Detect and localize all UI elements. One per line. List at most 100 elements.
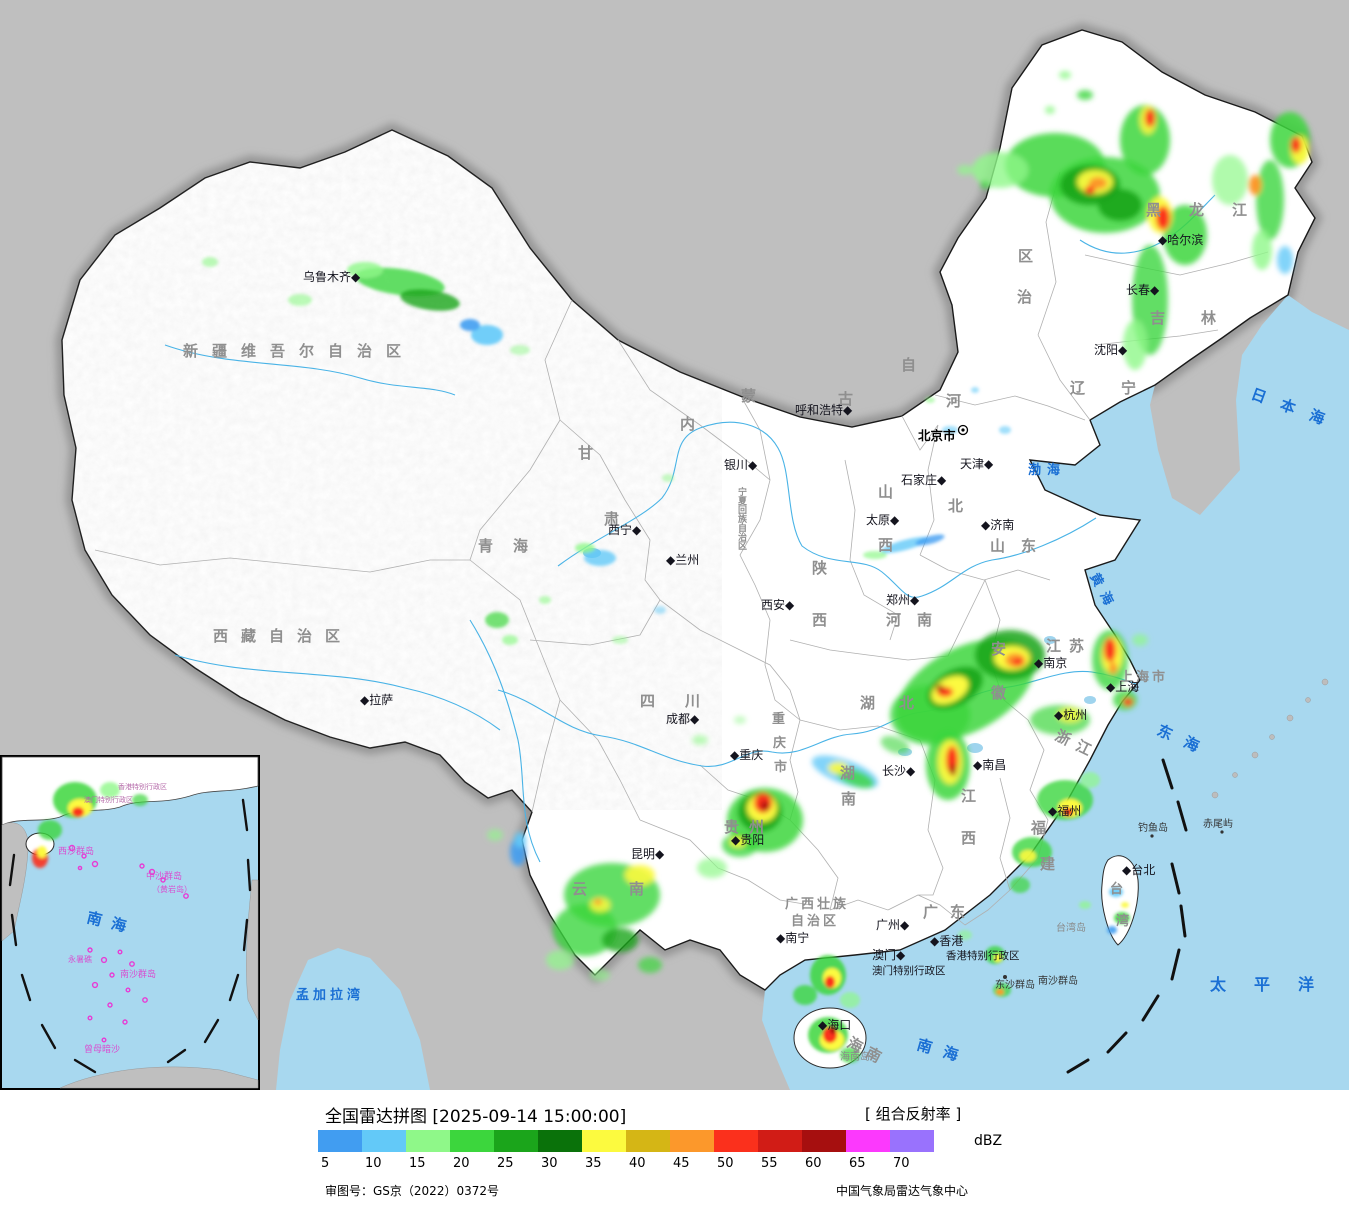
colorbar-cell <box>362 1130 406 1152</box>
province-char-hui: 徽 <box>990 684 1007 702</box>
small-island-dots <box>1003 830 1224 979</box>
inset-label-zhongsha: 中沙群岛 <box>146 870 182 882</box>
colorbar-cell <box>538 1130 582 1152</box>
city-label-harbin: ◆哈尔滨 <box>1158 232 1203 247</box>
province-char-shi: 市 <box>774 759 787 775</box>
poyang-lake <box>967 743 983 753</box>
colorbar-tick: 15 <box>409 1156 426 1171</box>
city-label-zhengzhou: 郑州◆ <box>886 592 920 607</box>
province-char-gu: 古 <box>838 390 853 408</box>
colorbar-tick: 25 <box>497 1156 514 1171</box>
province-char-shaan: 陕 <box>812 559 827 577</box>
province-char-meng: 蒙 <box>741 387 756 405</box>
radar-echoes-northwest <box>202 257 674 645</box>
province-char-gan: 甘 <box>578 444 593 462</box>
inset-dash-line <box>8 798 252 1074</box>
province-char-xi: 西 <box>878 536 893 554</box>
province-label-jilin: 吉林 <box>1150 309 1252 327</box>
province-char-zi: 自 <box>901 356 916 374</box>
city-label-nanning: ◆南宁 <box>776 930 809 945</box>
colorbar-ticks: 5 10 15 20 25 30 35 40 45 50 55 60 65 70 <box>318 1156 934 1171</box>
city-label-kunming: 昆明◆ <box>631 847 665 861</box>
colorbar-tick: 70 <box>893 1156 910 1171</box>
province-label-xinjiang: 新疆维吾尔自治区 <box>183 342 415 360</box>
colorbar-tick: 60 <box>805 1156 822 1171</box>
south-china-sea-inset: 南海 西沙群岛 中沙群岛 （黄岩岛） 南沙群岛 永暑礁 曾母暗沙 香港特别行政区… <box>0 755 260 1090</box>
province-char-nan: 南 <box>841 790 856 808</box>
east-seas <box>762 295 1349 1090</box>
colorbar-tick: 10 <box>365 1156 382 1171</box>
boundary-dashes <box>1066 758 1188 1074</box>
city-label-jinan: ◆济南 <box>981 517 1014 532</box>
unit-label: dBZ <box>974 1133 1003 1149</box>
province-label-yunnan: 云南 <box>572 880 686 898</box>
radar-echoes-central <box>692 630 1148 800</box>
colorbar-tick: 45 <box>673 1156 690 1171</box>
yellow-river <box>557 421 1097 598</box>
city-label-urumqi: 乌鲁木齐◆ <box>303 269 361 284</box>
city-label-fuzhou: ◆福州 <box>1048 803 1081 818</box>
colorbar-tick: 5 <box>321 1156 330 1171</box>
island-label-chiwei: 赤尾屿 <box>1203 818 1233 830</box>
chiwei-dot <box>1220 830 1224 834</box>
hongze-lake <box>1044 636 1056 644</box>
province-char-qu: 区 <box>1018 247 1033 265</box>
city-label-hongkong-sar: 香港特别行政区 <box>946 949 1020 962</box>
island-label-diaoyu: 钓鱼岛 <box>1138 821 1168 834</box>
city-label-chengdu: 成都◆ <box>666 712 700 726</box>
city-label-hangzhou: ◆杭州 <box>1054 707 1087 722</box>
city-label-shanghai: ◆上海 <box>1106 679 1139 694</box>
radar-echoes-northeast <box>957 71 1310 370</box>
province-char-jiang: 江 <box>961 787 976 805</box>
china-radar-map: 新疆维吾尔自治区 西藏自治区 青海 四川 云南 贵州 广西壮族 自治区 广东 湖… <box>0 0 1349 1090</box>
legend-panel: 全国雷达拼图 [2025-09-14 15:00:00] [ 组合反射率 ] d… <box>0 1090 1349 1208</box>
province-label-qinghai: 青海 <box>478 537 548 555</box>
island-label-taiwandao: 台湾岛 <box>1056 921 1086 934</box>
province-char-jian: 建 <box>1040 855 1056 873</box>
province-label-liaoning: 辽宁 <box>1070 379 1172 397</box>
province-char-xi3: 西 <box>961 829 976 847</box>
province-label-hubei: 湖北 <box>860 694 938 712</box>
colorbar-tick: 35 <box>585 1156 602 1171</box>
ryukyu-islands <box>1211 678 1329 799</box>
province-label-sichuan: 四川 <box>640 692 730 710</box>
city-label-yinchuan: 银川◆ <box>724 458 758 472</box>
province-char-he: 河 <box>946 392 961 410</box>
colorbar-tick: 65 <box>849 1156 866 1171</box>
province-char-zhi: 治 <box>1017 288 1032 306</box>
yangtze-river <box>497 670 1137 767</box>
inset-label-zengmu: 曾母暗沙 <box>84 1043 120 1055</box>
yarlung-river <box>174 654 501 731</box>
colorbar-tick: 40 <box>629 1156 646 1171</box>
city-label-taiyuan: 太原◆ <box>866 512 900 527</box>
island-label-dongsha: 东沙群岛 <box>995 978 1035 991</box>
province-label-jiangsu: 江苏 <box>1046 637 1092 655</box>
city-label-guiyang: ◆贵阳 <box>731 833 764 847</box>
radar-echoes-north <box>863 387 1011 559</box>
province-char-fu: 福 <box>1030 819 1046 837</box>
tarim-river <box>164 344 456 396</box>
province-label-guangdong: 广东 <box>923 903 977 921</box>
province-char-hu: 湖 <box>840 764 855 782</box>
approval-number: 审图号：GS京（2022）0372号 <box>325 1184 499 1198</box>
radar-echoes-southwest <box>487 788 803 981</box>
city-label-haikou: ◆海口 <box>818 1017 851 1032</box>
colorbar-cell <box>582 1130 626 1152</box>
inset-vietnam <box>1 822 29 942</box>
reflectivity-colorbar: dBZ <box>318 1130 1002 1152</box>
province-char-tai: 台 <box>1110 881 1123 897</box>
colorbar-cell <box>626 1130 670 1152</box>
colorbar-cell <box>450 1130 494 1152</box>
credit-label: 中国气象局雷达气象中心 <box>836 1184 969 1198</box>
colorbar-tick: 20 <box>453 1156 470 1171</box>
city-label-shenyang: 沈阳◆ <box>1094 342 1128 357</box>
city-label-xian: 西安◆ <box>761 597 795 612</box>
province-label-henan: 河南 <box>886 611 948 629</box>
inset-label-huangyan: （黄岩岛） <box>152 884 192 894</box>
city-label-macau-sar: 澳门特别行政区 <box>872 964 946 977</box>
province-char-xi2: 西 <box>812 611 827 629</box>
city-label-xining: 西宁◆ <box>608 522 642 537</box>
city-label-nanchang: ◆南昌 <box>973 757 1006 772</box>
diaoyu-dot <box>1150 834 1154 838</box>
